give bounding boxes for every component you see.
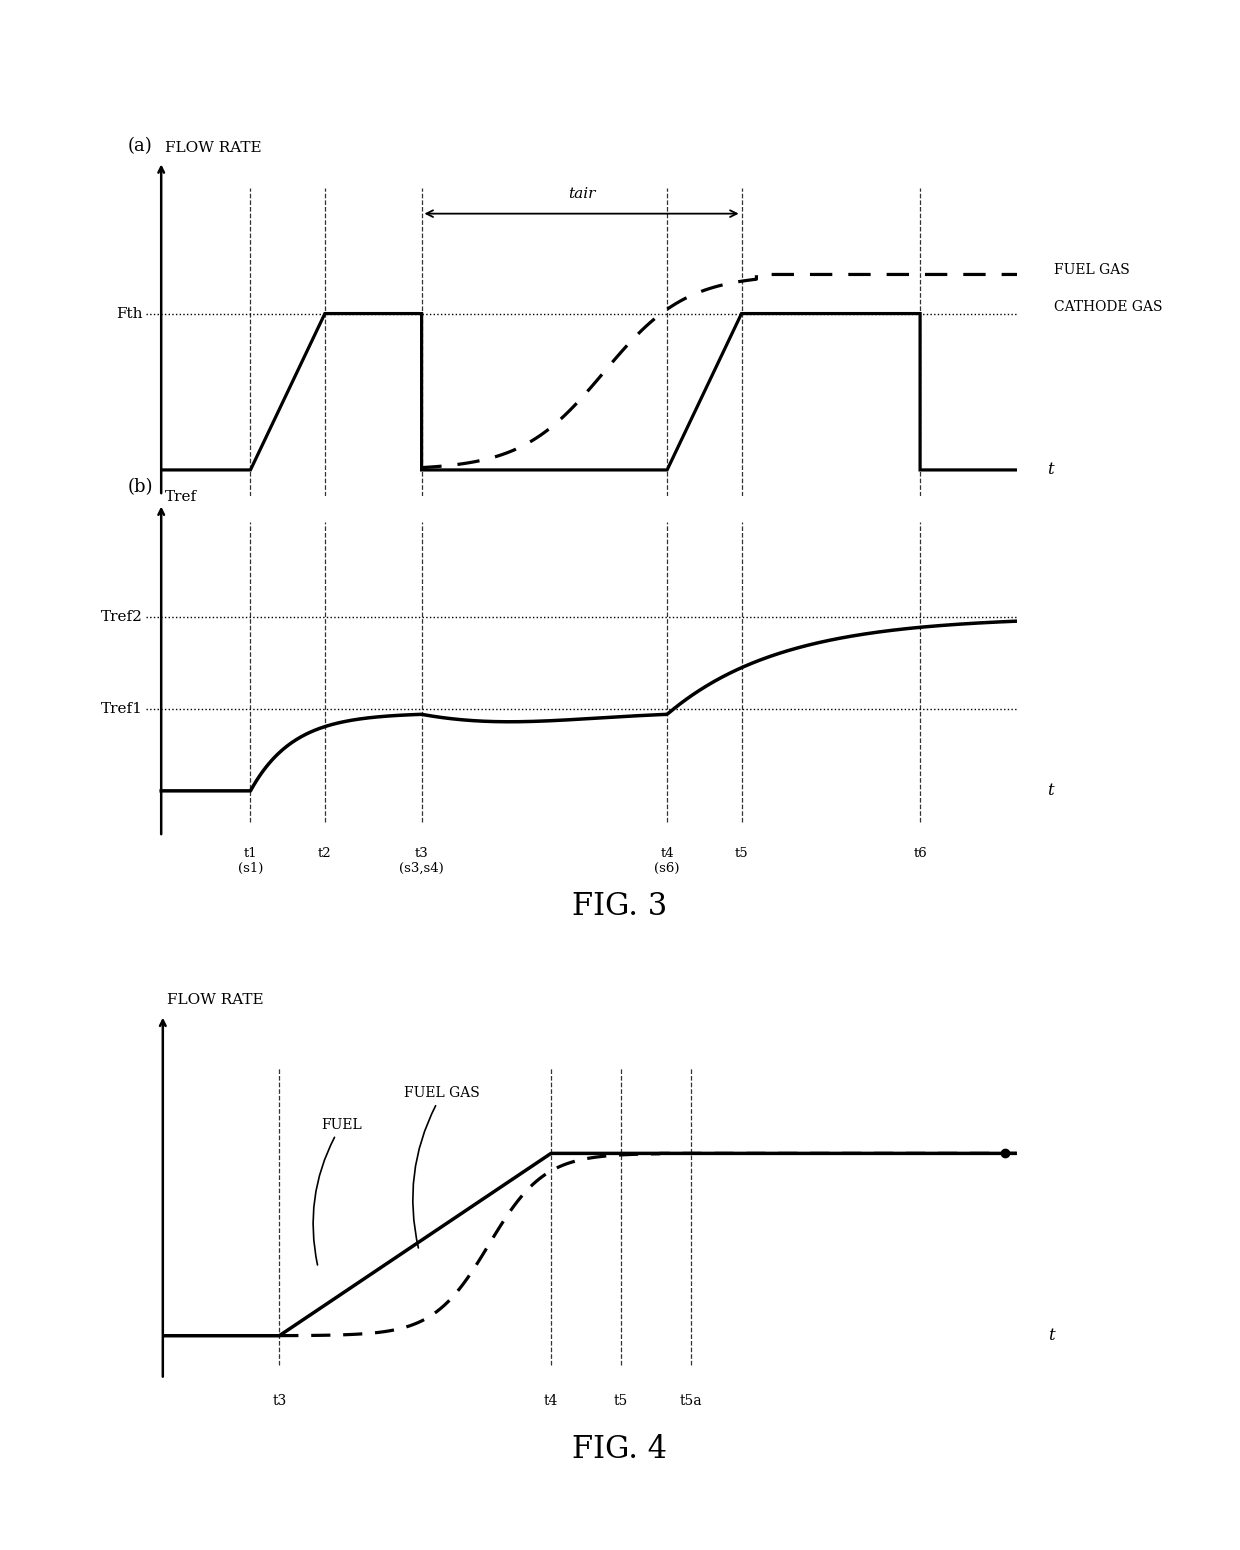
Text: FUEL GAS: FUEL GAS bbox=[404, 1087, 480, 1248]
Text: FLOW RATE: FLOW RATE bbox=[165, 141, 262, 155]
Text: t3
(s3,s4): t3 (s3,s4) bbox=[399, 848, 444, 876]
Text: t5: t5 bbox=[735, 848, 748, 860]
Text: t: t bbox=[1049, 1327, 1055, 1344]
Text: FUEL: FUEL bbox=[312, 1118, 362, 1265]
Text: Tref2: Tref2 bbox=[100, 609, 143, 623]
Text: t6: t6 bbox=[913, 848, 928, 860]
Text: FIG. 3: FIG. 3 bbox=[573, 891, 667, 922]
Text: Tref: Tref bbox=[165, 490, 197, 504]
Text: t: t bbox=[1047, 783, 1054, 800]
Text: t3: t3 bbox=[272, 1393, 286, 1407]
Text: Tref1: Tref1 bbox=[100, 702, 143, 716]
Text: (b): (b) bbox=[128, 477, 154, 496]
Text: FIG. 4: FIG. 4 bbox=[573, 1434, 667, 1465]
Text: CATHODE GAS: CATHODE GAS bbox=[1054, 301, 1163, 315]
Text: tair: tair bbox=[568, 186, 595, 200]
Text: FLOW RATE: FLOW RATE bbox=[166, 994, 263, 1008]
Text: t2: t2 bbox=[319, 848, 331, 860]
Text: t1
(s1): t1 (s1) bbox=[238, 848, 263, 876]
Text: FUEL GAS: FUEL GAS bbox=[1054, 264, 1130, 277]
Text: t4
(s6): t4 (s6) bbox=[655, 848, 680, 876]
Text: t4: t4 bbox=[544, 1393, 558, 1407]
Text: t5a: t5a bbox=[680, 1393, 702, 1407]
Text: Fth: Fth bbox=[117, 307, 143, 321]
Text: t: t bbox=[1047, 462, 1054, 479]
Text: (a): (a) bbox=[128, 136, 153, 155]
Text: t5: t5 bbox=[614, 1393, 627, 1407]
